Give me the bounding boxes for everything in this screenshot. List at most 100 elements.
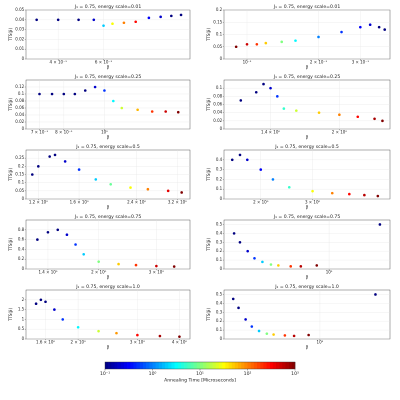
colorbar-swatch xyxy=(272,362,277,369)
y-axis-label: TTS(β) xyxy=(8,168,13,182)
scatter-point xyxy=(272,333,275,336)
x-tick-label: 3 × 10⁰ xyxy=(305,200,321,205)
scatter-point xyxy=(238,240,242,244)
scatter-point xyxy=(292,334,296,338)
colorbar-swatch xyxy=(162,362,166,369)
scatter-point xyxy=(356,115,360,119)
colorbar-tick-label: 10¹ xyxy=(196,371,204,377)
y-axis-label: TTS(β) xyxy=(206,168,211,182)
y-tick-label: 0.02 xyxy=(213,118,222,123)
scatter-point xyxy=(280,40,284,44)
scatter-point xyxy=(159,15,162,19)
scatter-point xyxy=(111,22,114,26)
x-axis-label: β xyxy=(107,135,110,140)
scatter-point xyxy=(338,113,341,117)
x-tick-label: 7 × 10⁻¹ xyxy=(31,130,49,135)
colorbar-swatch xyxy=(288,362,293,369)
scatter-point xyxy=(294,39,297,42)
y-tick-label: 0.08 xyxy=(213,93,222,98)
scatter-point xyxy=(63,160,67,163)
scatter-point xyxy=(48,155,51,158)
colorbar-swatch xyxy=(187,362,191,369)
subplot: 0 0.1 0.2 0.3 0.4 0.5 10¹ J₁ = 0.75, energy sca… xyxy=(206,214,391,280)
scatter-point xyxy=(36,238,39,241)
scatter-point xyxy=(129,186,132,189)
y-tick-label: 0.06 xyxy=(213,102,222,107)
colorbar-swatch xyxy=(228,362,232,369)
subplot-title: J₁ = 0.75, energy scale=0.01 xyxy=(273,4,341,10)
colorbar-swatch xyxy=(117,362,122,369)
colorbar-swatch xyxy=(114,362,118,369)
colorbar-swatch xyxy=(203,362,207,369)
scatter-point xyxy=(378,223,382,226)
colorbar-swatch xyxy=(206,362,210,369)
y-tick-label: 0.01 xyxy=(15,46,24,51)
subplot-title: J₁ = 0.75, energy scale=0.75 xyxy=(273,214,341,220)
x-tick-label: 1.2 × 10⁰ xyxy=(29,200,48,205)
scatter-point xyxy=(261,260,264,264)
y-tick-label: 0 xyxy=(220,266,223,271)
y-tick-label: 0.5 xyxy=(18,326,25,331)
scatter-point xyxy=(176,110,180,114)
y-tick-label: 0.05 xyxy=(213,44,222,49)
colorbar-swatch xyxy=(105,362,109,369)
subplot-title: J₁ = 0.75, energy scale=0.25 xyxy=(273,74,341,80)
colorbar-swatch xyxy=(257,362,261,369)
colorbar-swatch xyxy=(139,362,144,369)
scatter-point xyxy=(56,228,60,232)
x-tick-label: 2 × 10⁰ xyxy=(91,270,107,275)
colorbar-swatch xyxy=(253,362,258,369)
colorbar-swatch xyxy=(184,362,188,369)
colorbar-swatch xyxy=(263,362,267,369)
colorbar-swatch xyxy=(209,362,213,369)
colorbar-swatch xyxy=(266,362,270,369)
x-tick-label: 10⁰ xyxy=(101,130,108,135)
colorbar-swatch xyxy=(127,362,131,369)
scatter-point xyxy=(136,333,139,337)
x-tick-label: 4 × 10⁰ xyxy=(172,340,188,345)
colorbar-swatch xyxy=(196,362,201,369)
y-tick-label: 0.1 xyxy=(216,186,223,191)
plot-area xyxy=(223,289,391,340)
scatter-point xyxy=(234,45,238,49)
colorbar-swatch xyxy=(168,362,172,369)
subplot-title: J₁ = 0.75, energy scale=0.25 xyxy=(74,74,142,80)
scatter-point xyxy=(376,194,380,198)
scatter-point xyxy=(245,158,249,162)
scatter-point xyxy=(230,158,234,162)
y-tick-label: 0.1 xyxy=(216,85,223,90)
colorbar-swatch xyxy=(200,362,204,369)
y-tick-label: 0.5 xyxy=(216,291,223,296)
scatter-point xyxy=(147,16,151,20)
scatter-point xyxy=(136,108,139,112)
y-tick-label: 0.4 xyxy=(216,300,223,305)
scatter-point xyxy=(112,99,115,103)
scatter-point xyxy=(34,302,38,306)
scatter-point xyxy=(50,92,54,96)
scatter-point xyxy=(282,107,286,110)
colorbar-swatch xyxy=(152,362,156,369)
colorbar-swatch xyxy=(181,362,185,369)
scatter-point xyxy=(97,260,100,263)
x-tick-label: 4 × 10⁻¹ xyxy=(50,60,68,65)
y-axis-label: TTS(β) xyxy=(8,28,13,42)
y-tick-label: 0.1 xyxy=(216,32,223,37)
colorbar-swatch xyxy=(130,362,134,369)
scatter-point xyxy=(255,43,259,46)
scatter-point xyxy=(381,119,384,123)
scatter-point xyxy=(307,333,310,337)
colorbar-swatch xyxy=(171,362,175,369)
subplot-title: J₁ = 0.75, energy scale=1.0 xyxy=(75,284,140,290)
scatter-point xyxy=(317,35,320,39)
y-tick-label: 0 xyxy=(220,126,223,131)
scatter-point xyxy=(245,43,249,46)
y-tick-label: 0.2 xyxy=(18,163,25,168)
plot-area xyxy=(25,9,191,60)
plot-area xyxy=(25,79,191,130)
y-axis-label: TTS(β) xyxy=(8,308,13,322)
y-tick-label: 0.12 xyxy=(15,84,24,89)
scatter-point xyxy=(170,14,173,18)
x-tick-label: 2 × 10⁻¹ xyxy=(310,60,328,65)
y-axis-label: TTS(β) xyxy=(206,238,211,252)
y-tick-label: 0.4 xyxy=(216,157,223,162)
